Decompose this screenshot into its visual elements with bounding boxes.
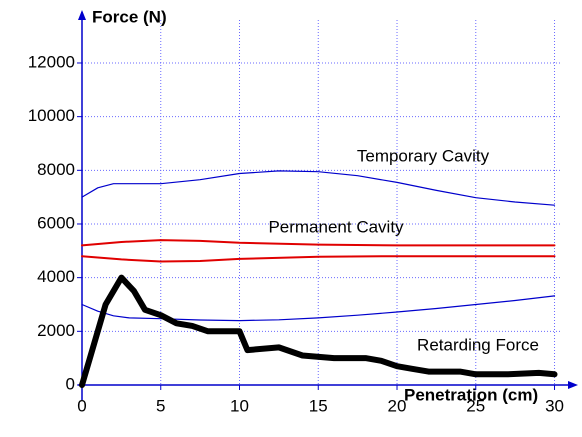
x-tick-label: 0	[77, 396, 86, 415]
y-tick-label: 2000	[37, 321, 75, 340]
line-series	[79, 274, 558, 388]
line-series	[81, 170, 556, 206]
y-tick-label: 12000	[28, 52, 75, 71]
x-axis-arrow	[568, 380, 578, 389]
series-label: Temporary Cavity	[357, 146, 490, 165]
y-tick-label: 6000	[37, 213, 75, 232]
line-series	[81, 295, 556, 322]
y-axis-label: Force (N)	[92, 7, 167, 26]
x-tick-label: 25	[466, 396, 485, 415]
y-tick-label: 4000	[37, 267, 75, 286]
x-axis-label: Penetration (cm)	[404, 385, 538, 404]
y-tick-label: 10000	[28, 106, 75, 125]
x-tick-label: 5	[156, 396, 165, 415]
series-label: Permanent Cavity	[268, 217, 404, 236]
x-tick-label: 15	[309, 396, 328, 415]
y-tick-label: 8000	[37, 160, 75, 179]
x-tick-label: 20	[388, 396, 407, 415]
y-axis-arrow	[78, 10, 86, 20]
line-series	[81, 239, 556, 247]
line-series	[81, 255, 556, 263]
x-tick-label: 10	[230, 396, 249, 415]
y-tick-label: 0	[66, 374, 75, 393]
series-label: Retarding Force	[417, 335, 539, 354]
x-tick-label: 30	[545, 396, 564, 415]
